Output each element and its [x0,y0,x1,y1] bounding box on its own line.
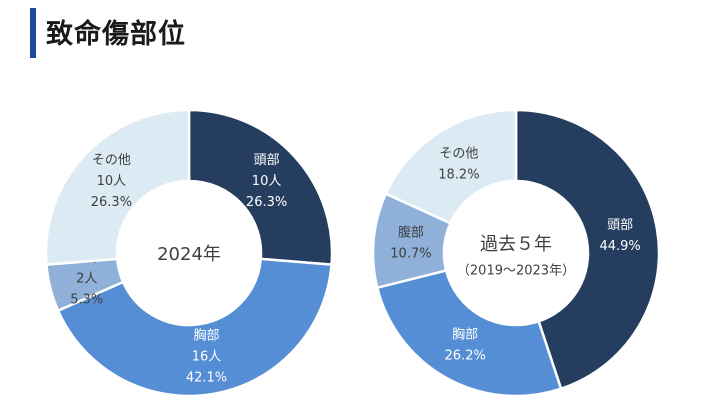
slice-1 [187,108,334,267]
slice-2 [56,257,333,398]
slice-label: 18.2% [438,167,479,182]
donut-chart-1: 頭部10人26.3%胸部16人42.1%腹部2人5.3%その他10人26.3%2… [44,108,334,398]
slice-label: 2人 [76,271,97,286]
slice-label: 頭部 [254,153,280,168]
slice-label: 42.1% [186,371,227,386]
donut-chart-2: 頭部 44.9% 胸部 26.2% 腹部 10.7% その他 18.2% 過去５年 （2019～2… [371,108,661,398]
slice-label: 26.3% [246,195,287,210]
slice-label: 頭部 [607,218,633,233]
slice-label: 44.9% [599,239,640,254]
slice-label: 16人 [192,350,222,365]
slice-label: 26.3% [91,195,132,210]
slice-4 [384,108,518,225]
slice-label: その他 [439,146,478,161]
slice-label: 胸部 [193,329,219,344]
slice-label: 10.7% [390,246,431,261]
center-label: 2024年 [157,244,221,265]
title-accent-bar [30,8,36,58]
slice-1 [514,108,661,391]
slice-label: 10人 [252,174,282,189]
slice-label: 26.2% [445,348,486,363]
slice-label: 10人 [97,174,127,189]
slice-2 [375,268,563,398]
slice-label: 胸部 [452,327,478,342]
slice-label: その他 [92,153,131,168]
center-label: 過去５年 [480,234,552,255]
slice-label: 腹部 [398,224,424,240]
center-sublabel: （2019～2023年） [457,264,575,279]
slice-label: 5.3% [70,292,103,307]
slice-4 [44,108,191,267]
page-title: 致命傷部位 [46,19,186,50]
